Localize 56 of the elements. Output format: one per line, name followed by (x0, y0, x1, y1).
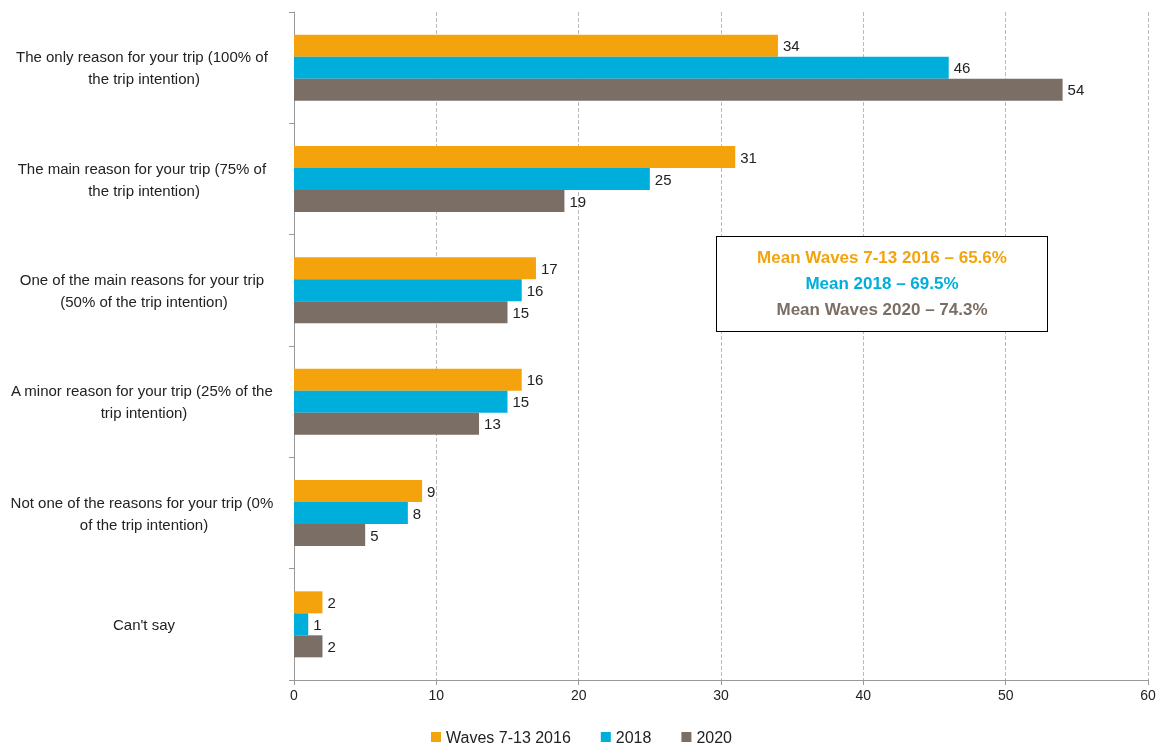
legend-label: 2020 (696, 728, 733, 746)
x-tick-label: 40 (855, 687, 872, 703)
data-label: 54 (1067, 81, 1085, 99)
bar (294, 412, 480, 435)
bar (294, 56, 949, 79)
bar (294, 613, 309, 636)
data-label: 25 (654, 170, 672, 188)
bar (294, 502, 408, 524)
legend-label: Waves 7-13 2016 (446, 728, 571, 746)
x-tick-label: 10 (428, 687, 445, 703)
bar (294, 34, 778, 57)
annotation: Mean Waves 2020 – 74.3% (775, 299, 989, 321)
data-label: 9 (427, 482, 436, 500)
y-tick-label: The only reason for your trip (100% of the trip intention) (16, 48, 272, 88)
data-label: 5 (370, 526, 379, 544)
data-label: 2 (327, 593, 336, 611)
bar (294, 190, 565, 212)
data-label: 8 (412, 504, 422, 522)
y-tick-label: A minor reason for your trip (25% of the trip intention) (11, 382, 277, 422)
x-tick-label: 20 (570, 687, 587, 703)
bar (294, 480, 423, 502)
x-tick-label: 60 (1140, 687, 1156, 703)
bar (294, 279, 522, 302)
data-label: 15 (512, 303, 530, 321)
bar (294, 78, 1063, 101)
x-tick-label: 30 (713, 687, 729, 703)
data-label: 46 (953, 59, 971, 77)
note-box: Mean Waves 7-13 2016 – 65.6% Mean 2018 – 69.5% Mean Waves 2020 – 74.3% (716, 236, 1048, 332)
bar (294, 368, 522, 391)
data-label: 34 (782, 37, 800, 55)
bar (294, 635, 323, 658)
data-label: 19 (569, 192, 587, 210)
annotation: Mean Waves 7-13 2016 – 65.6% (756, 247, 1008, 269)
data-label: 31 (740, 148, 757, 166)
bar (294, 390, 508, 413)
data-label: 16 (526, 371, 544, 389)
data-label: 17 (540, 259, 558, 277)
bar (294, 301, 508, 324)
bar (294, 524, 366, 546)
data-label: 1 (313, 615, 322, 633)
bar (294, 146, 736, 168)
bar (294, 257, 536, 280)
x-tick-label: 50 (997, 687, 1014, 703)
data-label: 15 (512, 393, 530, 411)
y-tick-label: Not one of the reasons for your trip (0% of the trip intention) (10, 493, 278, 533)
legend-label: 2018 (615, 728, 652, 746)
data-label: 16 (526, 281, 544, 299)
data-label: 13 (484, 415, 501, 433)
y-tick-label: Can't say (112, 615, 176, 633)
x-tick-label: 0 (290, 687, 299, 703)
data-label: 2 (327, 637, 336, 655)
y-tick-label: The main reason for your trip (75% of the trip intention) (17, 159, 271, 199)
bar (294, 168, 650, 190)
bar (294, 591, 323, 614)
y-tick-label: One of the main reasons for your trip (50% of the trip intention) (19, 270, 269, 310)
annotation: Mean 2018 – 69.5% (804, 273, 960, 295)
